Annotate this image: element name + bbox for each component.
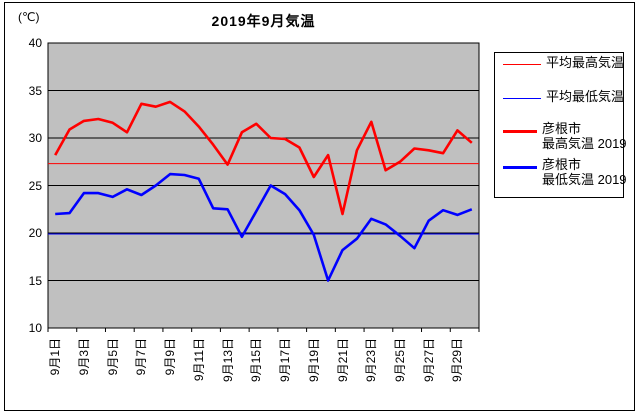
x-tick-label: 9月11日: [191, 338, 206, 382]
x-tick-label: 9月15日: [249, 338, 264, 383]
legend-label: 平均最高気温: [546, 55, 625, 70]
legend-label: 平均最低気温: [546, 89, 625, 104]
legend-line-swatch: [503, 98, 541, 99]
x-tick-label: 9月17日: [278, 338, 293, 383]
x-tick-label: 9月5日: [105, 338, 120, 376]
x-tick-label: 9月1日: [48, 338, 63, 376]
x-tick-label: 9月3日: [76, 338, 91, 376]
legend-entry: 平均最高気温: [503, 55, 624, 70]
x-tick-label: 9月27日: [421, 338, 436, 383]
legend-line-swatch: [503, 130, 537, 133]
y-tick-label: 35: [28, 83, 42, 98]
y-tick-label: 15: [28, 273, 42, 288]
x-tick-label: 9月7日: [134, 338, 149, 376]
legend-label: 彦根市 最低気温 2019: [542, 157, 627, 187]
x-tick-label: 9月9日: [163, 338, 178, 376]
chart-title: 2019年9月気温: [211, 13, 316, 29]
legend-entry: 彦根市 最高気温 2019: [503, 121, 627, 151]
x-tick-label: 9月13日: [220, 338, 235, 383]
y-tick-label: 10: [28, 321, 42, 335]
y-tick-label: 20: [28, 226, 42, 240]
y-axis-unit-label: (℃): [18, 10, 40, 24]
x-tick-label: 9月23日: [364, 338, 379, 383]
y-tick-label: 30: [28, 131, 42, 145]
legend-entry: 彦根市 最低気温 2019: [503, 157, 627, 187]
series-line-2: [54, 100, 473, 216]
legend-line-swatch: [503, 166, 537, 169]
x-tick-label: 9月21日: [335, 338, 350, 383]
series-line-3: [55, 172, 473, 282]
legend-label: 彦根市 最高気温 2019: [542, 121, 627, 151]
chart-outer-border: [4, 2, 635, 411]
y-tick-label: 25: [28, 178, 42, 193]
legend: 平均最高気温 平均最低気温彦根市 最高気温 2019 彦根市 最低気温 2019: [494, 52, 627, 198]
legend-entry: 平均最低気温: [503, 89, 624, 104]
x-tick-label: 9月29日: [450, 338, 465, 383]
x-tick-label: 9月19日: [306, 338, 321, 383]
x-tick-label: 9月25日: [392, 338, 407, 383]
legend-line-swatch: [503, 64, 541, 65]
y-tick-label: 40: [28, 36, 42, 50]
